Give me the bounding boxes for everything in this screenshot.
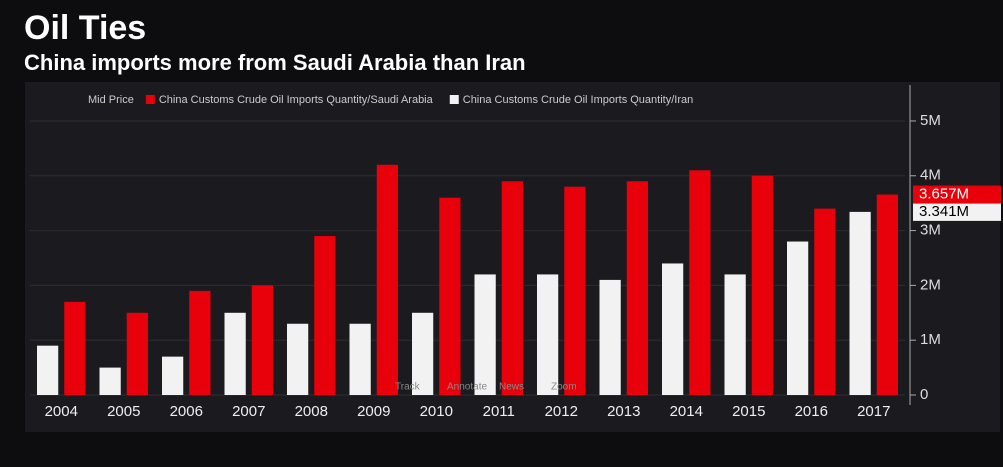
bar (287, 323, 309, 395)
bar (599, 279, 621, 395)
bar (662, 263, 684, 395)
toolbar-button[interactable]: Annotate (447, 382, 487, 393)
value-label: 3.657M (919, 186, 969, 203)
bar (501, 181, 523, 395)
y-tick-label: 3M (920, 222, 941, 239)
x-tick-label: 2012 (545, 403, 578, 420)
x-tick-label: 2013 (607, 403, 640, 420)
x-tick-label: 2010 (420, 403, 453, 420)
bar (126, 312, 148, 395)
x-tick-label: 2016 (795, 403, 828, 420)
x-tick-label: 2015 (732, 403, 765, 420)
x-tick-label: 2011 (483, 403, 515, 420)
bar (37, 345, 59, 395)
bar (876, 194, 898, 395)
bar (626, 181, 648, 395)
x-tick-label: 2006 (170, 403, 203, 420)
legend-label: China Customs Crude Oil Imports Quantity… (463, 94, 693, 106)
value-tag (913, 185, 1001, 204)
x-tick-label: 2014 (670, 403, 703, 420)
bar (349, 323, 371, 395)
value-label: 3.341M (919, 203, 969, 220)
x-tick-label: 2009 (357, 403, 390, 420)
value-tag (913, 202, 1001, 221)
y-tick-label: 0 (920, 386, 928, 403)
bar (251, 285, 273, 395)
bar (162, 356, 184, 395)
chart-title: Oil Ties (24, 9, 146, 47)
x-tick-label: 2004 (45, 403, 78, 420)
bar (814, 208, 836, 395)
bar (689, 170, 711, 395)
bar (314, 236, 336, 395)
bar (189, 290, 211, 395)
bar (724, 274, 746, 395)
bar (564, 186, 586, 395)
bar (537, 274, 559, 395)
legend-swatch (145, 95, 155, 104)
x-tick-label: 2007 (232, 403, 265, 420)
bar (849, 211, 871, 395)
toolbar-button[interactable]: News (499, 382, 524, 393)
bar (224, 312, 246, 395)
x-tick-label: 2017 (857, 403, 890, 420)
bar (64, 301, 86, 395)
bar (787, 241, 809, 395)
x-tick-label: 2005 (107, 403, 140, 420)
toolbar-button[interactable]: Track (395, 382, 421, 393)
y-tick-label: 2M (920, 276, 941, 293)
legend-swatch (449, 95, 459, 104)
x-tick-label: 2008 (295, 403, 328, 420)
bar (439, 197, 461, 395)
toolbar-button[interactable]: Zoom (551, 382, 577, 393)
bar (751, 175, 773, 395)
bar (376, 164, 398, 395)
legend-label: China Customs Crude Oil Imports Quantity… (159, 94, 434, 106)
bar (474, 274, 496, 395)
legend-title: Mid Price (88, 94, 134, 106)
y-tick-label: 1M (920, 331, 941, 348)
bar (412, 312, 434, 395)
chart-subtitle: China imports more from Saudi Arabia tha… (24, 50, 526, 75)
y-tick-label: 4M (920, 167, 941, 184)
y-tick-label: 5M (920, 112, 941, 129)
bar (99, 367, 121, 395)
